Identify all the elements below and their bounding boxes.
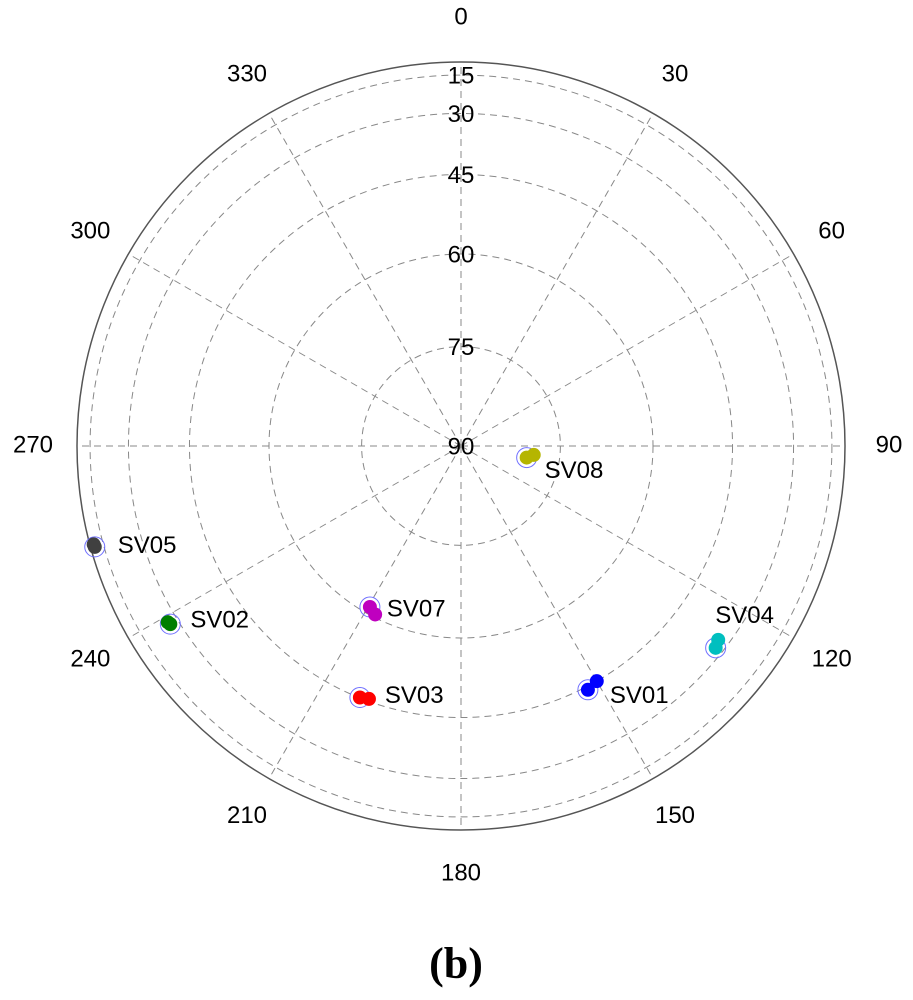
theta-tick-label: 90	[876, 431, 903, 458]
satellite-label: SV03	[385, 682, 444, 709]
grid-ring	[127, 112, 795, 780]
satellite-label: SV01	[610, 682, 669, 709]
theta-tick-label: 300	[70, 217, 110, 244]
reference-circle	[577, 679, 599, 701]
spoke	[268, 445, 462, 779]
r-tick-label: 15	[448, 62, 475, 89]
caption: (b)	[429, 939, 483, 988]
satellite-point	[711, 632, 726, 647]
theta-tick-label: 150	[655, 802, 695, 829]
theta-tick-label: 120	[812, 645, 852, 672]
spoke	[460, 445, 654, 779]
spoke	[128, 253, 462, 447]
theta-tick-label: 210	[227, 802, 267, 829]
theta-tick-label: 240	[70, 645, 110, 672]
r-tick-label: 60	[448, 241, 475, 268]
spoke	[460, 113, 654, 447]
theta-tick-label: 270	[13, 431, 53, 458]
r-tick-label: 90	[448, 433, 475, 460]
grid-ring	[89, 74, 833, 818]
theta-tick-label: 60	[818, 217, 845, 244]
spoke	[268, 113, 462, 447]
grid-ring	[188, 173, 734, 719]
spoke	[128, 445, 462, 639]
outer-ring	[76, 61, 846, 831]
satellite-label: SV08	[545, 457, 604, 484]
satellite-point	[361, 691, 376, 706]
theta-tick-label: 0	[454, 3, 467, 30]
theta-tick-label: 180	[441, 859, 481, 886]
r-tick-label: 45	[448, 162, 475, 189]
satellite-label: SV07	[387, 595, 446, 622]
satellite-point	[86, 537, 101, 552]
satellite-point	[580, 682, 595, 697]
satellite-point	[368, 607, 383, 622]
spoke	[460, 445, 794, 639]
reference-circle	[84, 536, 106, 558]
r-tick-label: 75	[448, 334, 475, 361]
r-tick-label: 30	[448, 101, 475, 128]
satellite-point	[589, 674, 604, 689]
satellite-label: SV05	[118, 532, 177, 559]
spoke	[460, 253, 794, 447]
satellite-point	[526, 447, 541, 462]
satellite-label: SV02	[190, 606, 249, 633]
theta-tick-label: 330	[227, 61, 267, 88]
theta-tick-label: 30	[662, 61, 689, 88]
reference-circle	[159, 613, 181, 635]
satellite-point	[160, 615, 175, 630]
satellite-label: SV04	[715, 602, 774, 629]
